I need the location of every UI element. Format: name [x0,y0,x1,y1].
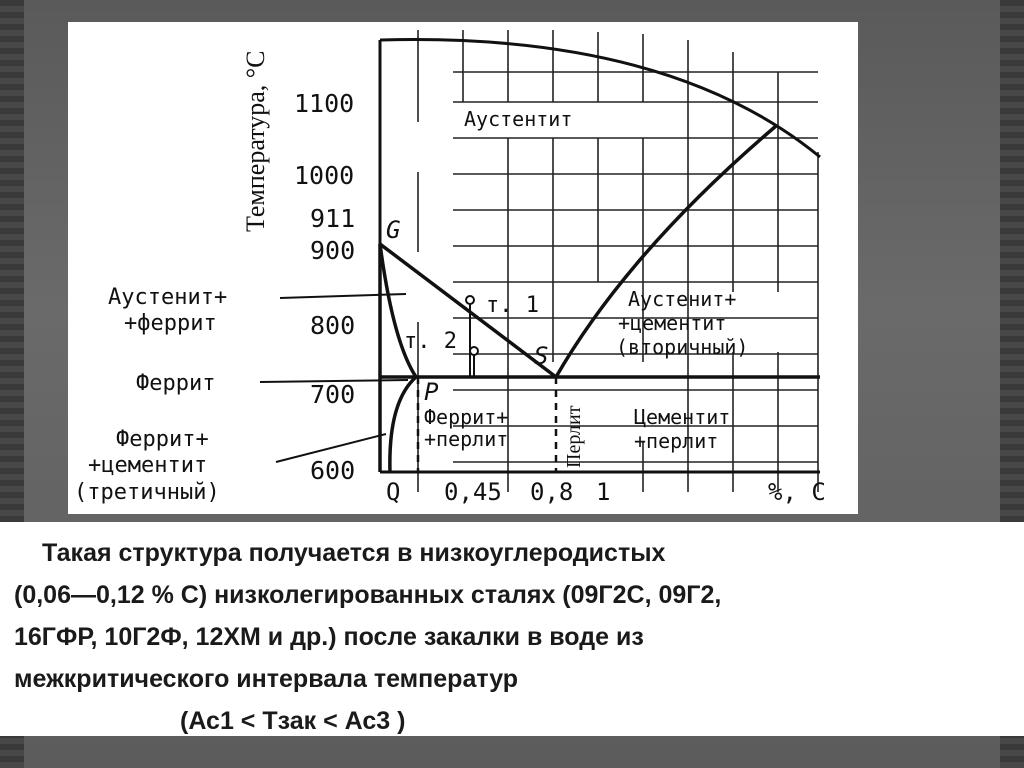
x-tick-q: Q [386,478,400,506]
region-pearlite: Перлит [563,405,585,468]
region-cementite-pearlite-2: +перлит [634,429,718,453]
label-t2: т. 2 [404,329,457,354]
phase-boundaries [378,124,820,473]
region-labels: Аустентит Аустенит+ +цементит (вторичный… [424,107,748,468]
y-tick-700: 700 [310,380,355,409]
region-ferrite-pearlite-1: Феррит+ [424,405,508,429]
region-cementite-pearlite-1: Цементит [634,405,730,429]
y-tick-labels: 1100 1000 911 900 800 700 600 [294,89,355,485]
y-tick-1000: 1000 [294,161,354,190]
marker-labels: т. 1 т. 2 [404,293,539,354]
line-SE [554,124,778,378]
dashed-lines [416,377,558,472]
region-austenite-cementite-3: (вторичный) [616,335,748,359]
region-austenite-cementite-2: +цементит [618,311,726,335]
phase-diagram-panel: Температура, °С 1100 1000 911 900 800 70… [68,22,858,514]
region-austenite-cementite-1: Аустенит+ [628,287,736,311]
caption-line-1: Такая структура получается в низкоуглеро… [42,539,666,567]
callout-ferrite-cementite-1: Феррит+ [116,427,209,452]
y-axis-label: Температура, °С [241,50,270,232]
callout-ferrite-cementite-2: +цементит [88,453,207,478]
callout-lines [259,293,409,463]
caption-line-5: (Ас1 < Тзак < Ас3 ) [180,707,406,735]
caption-line-2: (0,06—0,12 % С) низколегированных сталях… [14,581,722,609]
x-tick-1: 1 [596,478,610,506]
line-PQ [388,375,418,473]
point-p: P [424,378,439,406]
x-tick-percent-c: %, C [768,478,826,506]
caption-line-3: 16ГФР, 10Г2Ф, 12ХМ и др.) после закалки … [14,623,644,651]
callout-austenite-ferrite-1: Аустенит+ [108,285,227,310]
caption-text: Такая структура получается в низкоуглеро… [14,532,1004,742]
point-g: G [386,216,400,244]
y-tick-911: 911 [310,204,355,233]
x-tick-labels: Q 0,45 0,8 1 %, C [386,478,826,506]
point-labels: G P S [386,216,548,406]
caption-line-4: межкритического интервала температур [14,665,519,693]
region-austenite: Аустентит [464,107,572,131]
phase-diagram: Температура, °С 1100 1000 911 900 800 70… [74,30,826,506]
point-s: S [534,342,548,370]
marker-points [465,295,479,377]
label-t1: т. 1 [486,293,539,318]
callout-ferrite-cementite-3: (третичный) [74,480,220,505]
callout-austenite-ferrite-2: +феррит [124,311,217,336]
y-tick-900: 900 [310,236,355,265]
y-tick-600: 600 [310,456,355,485]
callout-labels: Аустенит+ +феррит Феррит Феррит+ +цемент… [74,285,227,505]
region-ferrite-pearlite-2: +перлит [424,427,508,451]
y-tick-800: 800 [310,311,355,340]
line-GS [378,242,558,379]
x-tick-045: 0,45 [444,478,502,506]
x-tick-08: 0,8 [530,478,573,506]
line-GP [378,243,418,378]
callout-ferrite: Феррит [136,371,215,396]
grid-lines [417,30,819,492]
y-tick-1100: 1100 [294,89,354,118]
caption-panel: Такая структура получается в низкоуглеро… [0,522,1024,736]
